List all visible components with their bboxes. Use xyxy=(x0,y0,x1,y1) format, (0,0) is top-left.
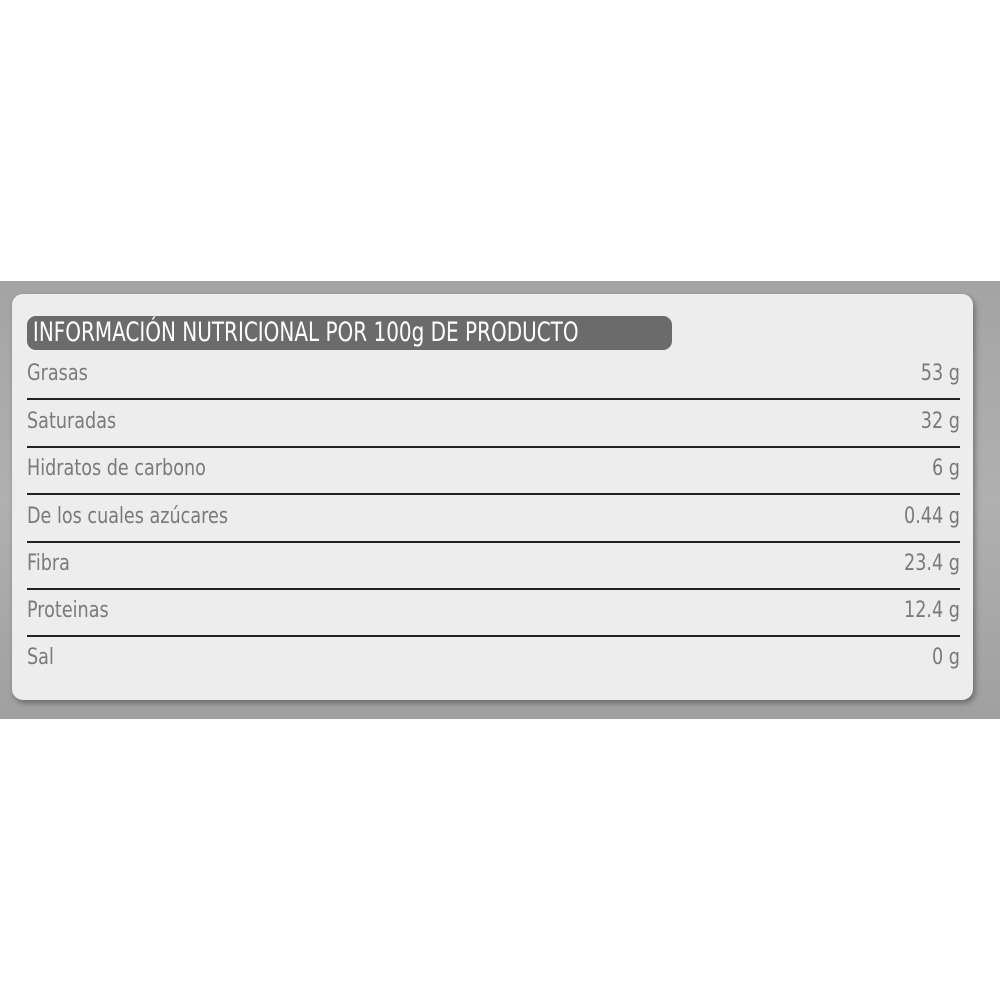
table-row: De los cuales azúcares 0.44 g xyxy=(27,494,960,543)
nutrient-value: 6 g xyxy=(932,456,960,481)
nutrient-label: Sal xyxy=(27,645,54,670)
nutrient-label: Saturadas xyxy=(27,409,117,434)
table-title: INFORMACIÓN NUTRICIONAL POR 100g DE PROD… xyxy=(27,316,672,350)
nutrient-value: 0 g xyxy=(932,645,960,670)
nutrient-label: Proteinas xyxy=(27,598,109,623)
table-row: Sal 0 g xyxy=(27,635,960,682)
nutrient-label: Fibra xyxy=(27,551,70,576)
nutrient-label: Grasas xyxy=(27,361,88,386)
nutrient-label: Hidratos de carbono xyxy=(27,456,206,481)
nutrient-label: De los cuales azúcares xyxy=(27,504,228,529)
table-row: Saturadas 32 g xyxy=(27,399,960,448)
nutrition-table-card: INFORMACIÓN NUTRICIONAL POR 100g DE PROD… xyxy=(12,294,973,700)
nutrient-value: 23.4 g xyxy=(904,551,960,576)
nutrient-value: 53 g xyxy=(920,361,960,386)
nutrient-value: 12.4 g xyxy=(904,598,960,623)
table-row: Proteinas 12.4 g xyxy=(27,588,960,637)
nutrient-value: 0.44 g xyxy=(904,504,960,529)
table-row: Hidratos de carbono 6 g xyxy=(27,446,960,495)
table-row: Grasas 53 g xyxy=(27,351,960,400)
table-title-text: INFORMACIÓN NUTRICIONAL POR 100g DE PROD… xyxy=(32,317,579,348)
table-row: Fibra 23.4 g xyxy=(27,541,960,590)
nutrient-value: 32 g xyxy=(920,409,960,434)
